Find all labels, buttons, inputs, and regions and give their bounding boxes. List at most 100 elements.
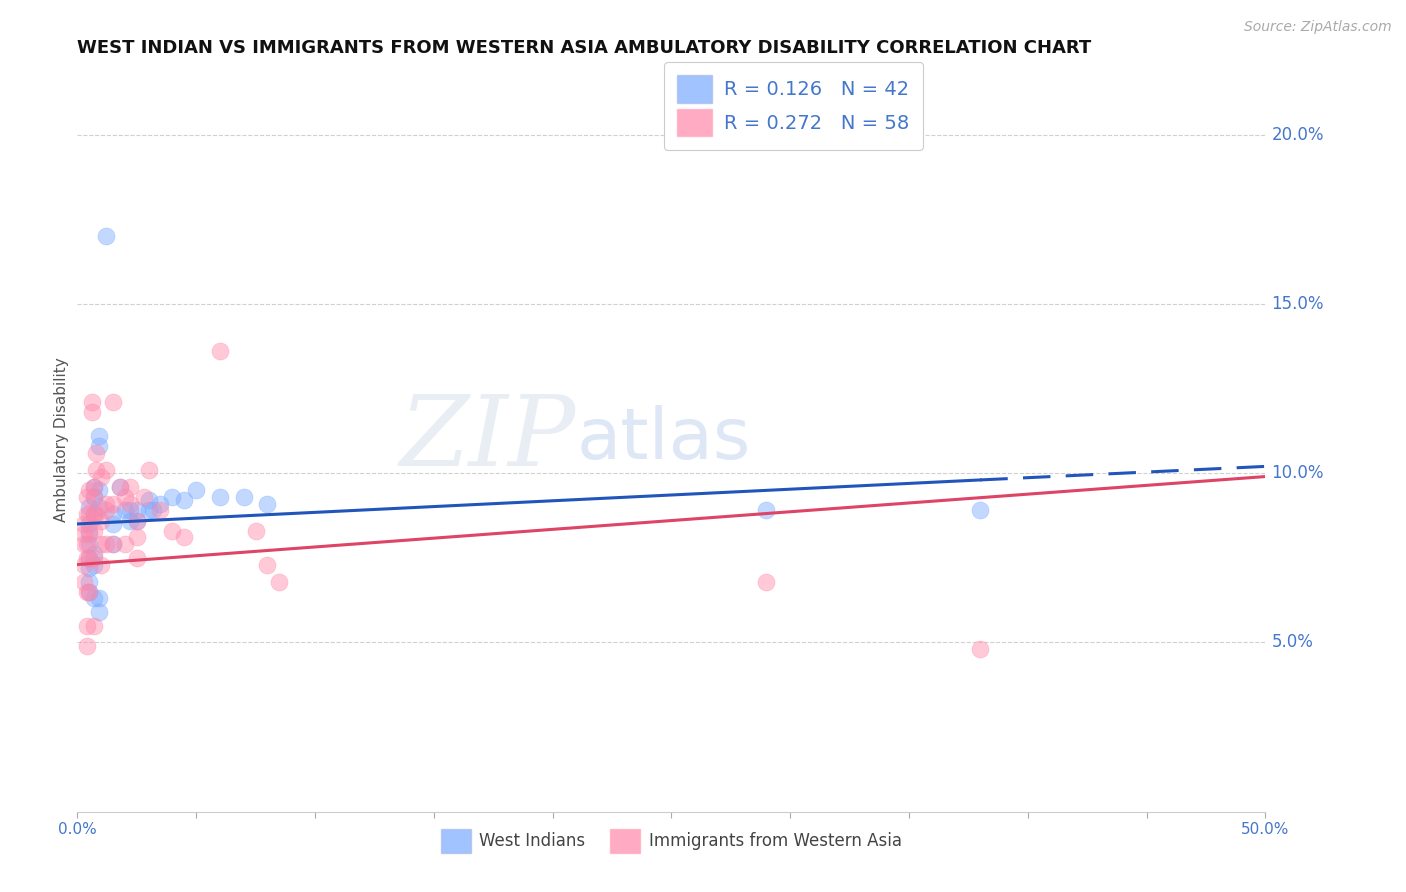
Point <box>162 490 184 504</box>
Point <box>94 229 117 244</box>
Point <box>101 507 124 521</box>
Point <box>86 507 108 521</box>
Point <box>108 480 131 494</box>
Point <box>90 514 112 528</box>
Point <box>269 574 291 589</box>
Point <box>77 483 100 497</box>
Point <box>969 503 991 517</box>
Point <box>87 429 110 443</box>
Point <box>90 469 112 483</box>
Point <box>73 537 96 551</box>
Point <box>149 503 172 517</box>
Point <box>125 514 148 528</box>
Point <box>90 537 112 551</box>
Point <box>80 395 103 409</box>
Y-axis label: Ambulatory Disability: Ambulatory Disability <box>53 357 69 522</box>
Point <box>77 507 100 521</box>
Point <box>86 446 108 460</box>
Point <box>142 503 165 517</box>
Point <box>94 463 117 477</box>
Point <box>86 463 108 477</box>
Point <box>256 558 278 572</box>
Text: 5.0%: 5.0% <box>1271 633 1313 651</box>
Point <box>94 497 117 511</box>
Point <box>138 493 160 508</box>
Point <box>77 550 100 565</box>
Text: 20.0%: 20.0% <box>1271 126 1324 144</box>
Point <box>101 516 124 531</box>
Point <box>77 584 100 599</box>
Point <box>108 480 131 494</box>
Point <box>73 558 96 572</box>
Point <box>173 531 195 545</box>
Point <box>256 497 278 511</box>
Text: WEST INDIAN VS IMMIGRANTS FROM WESTERN ASIA AMBULATORY DISABILITY CORRELATION CH: WEST INDIAN VS IMMIGRANTS FROM WESTERN A… <box>77 39 1091 57</box>
Point <box>87 591 110 606</box>
Point <box>232 490 254 504</box>
Point <box>114 537 136 551</box>
Point <box>186 483 208 497</box>
Point <box>83 548 105 562</box>
Point <box>90 558 112 572</box>
Point <box>101 395 124 409</box>
Point <box>114 490 136 504</box>
Point <box>87 500 110 514</box>
Point <box>73 574 96 589</box>
Point <box>173 493 195 508</box>
Point <box>245 524 267 538</box>
Point <box>83 507 105 521</box>
Point <box>118 480 141 494</box>
Point <box>87 439 110 453</box>
Point <box>162 524 184 538</box>
Point <box>76 490 98 504</box>
Point <box>755 574 778 589</box>
Point <box>755 503 778 517</box>
Point <box>101 537 124 551</box>
Point <box>208 490 231 504</box>
Point <box>114 503 136 517</box>
Point <box>208 344 231 359</box>
Point <box>76 639 98 653</box>
Text: ZIP: ZIP <box>401 392 576 487</box>
Point <box>125 550 148 565</box>
Point <box>138 463 160 477</box>
Point <box>76 507 98 521</box>
Point <box>138 503 160 517</box>
Point <box>94 537 117 551</box>
Point <box>76 537 98 551</box>
Point <box>77 527 100 541</box>
Point <box>77 537 100 551</box>
Point <box>83 507 105 521</box>
Point <box>125 531 148 545</box>
Point <box>77 524 100 538</box>
Point <box>83 490 105 504</box>
Point <box>87 483 110 497</box>
Point <box>125 503 148 517</box>
Point <box>83 490 105 504</box>
Point <box>76 584 98 599</box>
Point <box>118 503 141 517</box>
Point <box>80 405 103 419</box>
Point <box>77 550 100 565</box>
Point <box>101 537 124 551</box>
Point <box>83 558 105 572</box>
Point <box>125 514 148 528</box>
Point <box>132 490 155 504</box>
Point <box>77 574 100 589</box>
Point <box>73 516 96 531</box>
Point <box>83 618 105 632</box>
Point <box>73 527 96 541</box>
Point <box>87 605 110 619</box>
Point <box>101 497 124 511</box>
Point <box>969 642 991 657</box>
Point <box>83 550 105 565</box>
Point <box>77 561 100 575</box>
Point <box>118 514 141 528</box>
Point <box>83 480 105 494</box>
Point <box>76 550 98 565</box>
Point <box>149 497 172 511</box>
Point <box>94 503 117 517</box>
Point <box>77 516 100 531</box>
Text: atlas: atlas <box>576 405 751 474</box>
Point <box>118 497 141 511</box>
